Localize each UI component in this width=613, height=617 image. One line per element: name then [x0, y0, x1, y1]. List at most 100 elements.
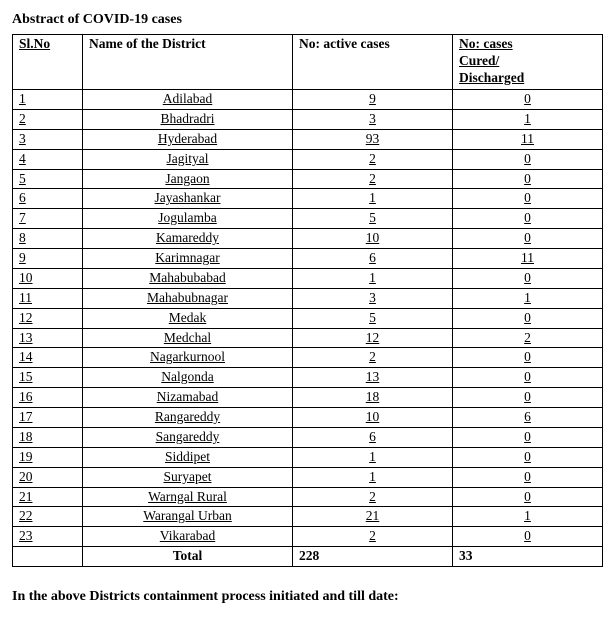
- cell-slno: 11: [13, 288, 83, 308]
- cell-active: 21: [293, 507, 453, 527]
- cell-active: 10: [293, 229, 453, 249]
- cell-active: 3: [293, 288, 453, 308]
- table-row: 13Medchal122: [13, 328, 603, 348]
- cell-name: Vikarabad: [83, 527, 293, 547]
- cell-cured: 0: [453, 308, 603, 328]
- cell-slno: 14: [13, 348, 83, 368]
- cell-slno: 1: [13, 90, 83, 110]
- cell-active: 13: [293, 368, 453, 388]
- cell-active: 10: [293, 408, 453, 428]
- cell-cured: 0: [453, 209, 603, 229]
- table-row: 11Mahabubnagar31: [13, 288, 603, 308]
- cell-active: 93: [293, 129, 453, 149]
- cell-name: Rangareddy: [83, 408, 293, 428]
- cell-active: 5: [293, 209, 453, 229]
- table-title: Abstract of COVID-19 cases: [12, 12, 601, 28]
- cell-slno: 18: [13, 427, 83, 447]
- cell-active: 12: [293, 328, 453, 348]
- cell-cured: 0: [453, 527, 603, 547]
- table-row: 7Jogulamba50: [13, 209, 603, 229]
- cell-name: Jogulamba: [83, 209, 293, 229]
- cell-active: 2: [293, 527, 453, 547]
- table-row: 10Mahabubabad10: [13, 268, 603, 288]
- cell-name: Mahabubnagar: [83, 288, 293, 308]
- cell-active: 9: [293, 90, 453, 110]
- cell-slno: 21: [13, 487, 83, 507]
- header-row: Sl.No Name of the District No: active ca…: [13, 35, 603, 90]
- cell-active: 1: [293, 447, 453, 467]
- cell-cured: 0: [453, 229, 603, 249]
- cell-cured: 0: [453, 487, 603, 507]
- cell-name: Karimnagar: [83, 249, 293, 269]
- cell-slno: 13: [13, 328, 83, 348]
- table-row: 2Bhadradri31: [13, 109, 603, 129]
- total-cured: 33: [453, 547, 603, 567]
- cell-cured: 11: [453, 129, 603, 149]
- cell-active: 6: [293, 249, 453, 269]
- col-header-active: No: active cases: [293, 35, 453, 90]
- cell-active: 2: [293, 149, 453, 169]
- cell-name: Medchal: [83, 328, 293, 348]
- cell-slno: 9: [13, 249, 83, 269]
- cell-active: 5: [293, 308, 453, 328]
- cell-name: Mahabubabad: [83, 268, 293, 288]
- cell-cured: 11: [453, 249, 603, 269]
- cell-slno: 6: [13, 189, 83, 209]
- cell-active: 1: [293, 189, 453, 209]
- cell-name: Nalgonda: [83, 368, 293, 388]
- total-label: Total: [83, 547, 293, 567]
- cell-slno: 23: [13, 527, 83, 547]
- table-row: 23Vikarabad20: [13, 527, 603, 547]
- table-row: 3Hyderabad9311: [13, 129, 603, 149]
- cell-active: 3: [293, 109, 453, 129]
- cell-cured: 0: [453, 368, 603, 388]
- table-row: 21Warngal Rural20: [13, 487, 603, 507]
- cell-name: Adilabad: [83, 90, 293, 110]
- total-blank: [13, 547, 83, 567]
- cell-active: 18: [293, 388, 453, 408]
- cell-active: 1: [293, 268, 453, 288]
- cell-slno: 17: [13, 408, 83, 428]
- cell-name: Jayashankar: [83, 189, 293, 209]
- cell-slno: 10: [13, 268, 83, 288]
- table-row: 9Karimnagar611: [13, 249, 603, 269]
- cell-cured: 0: [453, 467, 603, 487]
- cell-cured: 1: [453, 109, 603, 129]
- total-row: Total 228 33: [13, 547, 603, 567]
- cell-slno: 4: [13, 149, 83, 169]
- table-row: 12Medak50: [13, 308, 603, 328]
- cell-name: Nagarkurnool: [83, 348, 293, 368]
- cell-cured: 0: [453, 90, 603, 110]
- table-row: 19Siddipet10: [13, 447, 603, 467]
- cell-cured: 0: [453, 348, 603, 368]
- cell-name: Jangaon: [83, 169, 293, 189]
- cell-cured: 0: [453, 169, 603, 189]
- table-row: 6Jayashankar10: [13, 189, 603, 209]
- cell-active: 6: [293, 427, 453, 447]
- cell-slno: 15: [13, 368, 83, 388]
- table-row: 14Nagarkurnool20: [13, 348, 603, 368]
- cell-slno: 16: [13, 388, 83, 408]
- cell-cured: 1: [453, 288, 603, 308]
- cell-cured: 0: [453, 388, 603, 408]
- cell-slno: 12: [13, 308, 83, 328]
- cell-slno: 22: [13, 507, 83, 527]
- total-active: 228: [293, 547, 453, 567]
- cell-slno: 3: [13, 129, 83, 149]
- cell-cured: 0: [453, 427, 603, 447]
- table-row: 16Nizamabad180: [13, 388, 603, 408]
- cell-name: Warngal Rural: [83, 487, 293, 507]
- cell-name: Kamareddy: [83, 229, 293, 249]
- cell-slno: 20: [13, 467, 83, 487]
- cell-slno: 8: [13, 229, 83, 249]
- cell-name: Warangal Urban: [83, 507, 293, 527]
- col-header-name: Name of the District: [83, 35, 293, 90]
- table-row: 4Jagityal20: [13, 149, 603, 169]
- cell-cured: 0: [453, 447, 603, 467]
- cell-slno: 7: [13, 209, 83, 229]
- cell-cured: 0: [453, 268, 603, 288]
- table-row: 20Suryapet10: [13, 467, 603, 487]
- table-row: 8Kamareddy100: [13, 229, 603, 249]
- cell-name: Suryapet: [83, 467, 293, 487]
- cell-slno: 19: [13, 447, 83, 467]
